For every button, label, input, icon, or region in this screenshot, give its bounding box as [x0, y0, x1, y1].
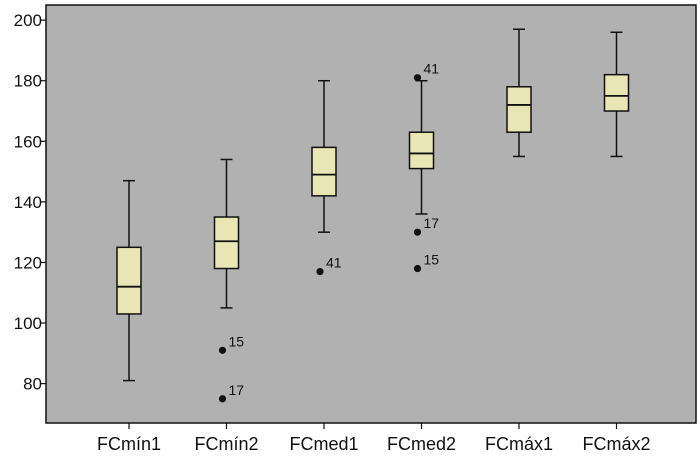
outlier-label: 15	[229, 333, 245, 349]
outlier-point	[413, 74, 422, 82]
iqr-box	[213, 216, 240, 270]
outlier-label: 15	[424, 252, 440, 268]
outlier-label: 17	[229, 382, 245, 398]
outlier-point	[413, 264, 422, 273]
plot-area	[45, 4, 697, 424]
x-axis: FCmín1 FCmín2 FCmed1 FCmed2 FCmáx1 FCmáx2	[97, 423, 651, 454]
iqr-box	[506, 86, 532, 133]
outlier-point	[218, 395, 227, 403]
y-tick-label: 140	[14, 193, 42, 212]
y-tick-label: 120	[14, 253, 42, 272]
x-category-label: FCmed1	[289, 434, 358, 454]
outlier-point	[218, 346, 227, 354]
y-tick-label: 180	[14, 72, 42, 91]
outlier-label: 17	[424, 215, 440, 231]
box-group: 41 17 15	[408, 61, 440, 273]
outlier-label: 41	[424, 61, 440, 77]
x-category-label: FCmín1	[97, 434, 161, 454]
box-group: 41	[311, 79, 342, 276]
iqr-box	[311, 146, 337, 197]
box-group	[506, 28, 532, 158]
iqr-box	[116, 246, 142, 315]
iqr-box	[408, 131, 435, 170]
box-group	[116, 179, 142, 382]
y-tick-label: 100	[14, 314, 42, 333]
x-category-label: FCmed2	[387, 434, 456, 454]
outlier-label: 41	[326, 255, 342, 271]
iqr-box	[603, 73, 630, 112]
box-group	[603, 31, 630, 158]
x-category-label: FCmáx1	[485, 434, 553, 454]
y-tick-label: 200	[14, 11, 42, 30]
y-tick-label: 160	[14, 132, 42, 151]
y-tick-label: 80	[23, 375, 42, 394]
outlier-point	[316, 267, 324, 276]
outlier-point	[413, 228, 422, 236]
x-category-label: FCmáx2	[582, 434, 650, 454]
y-axis: 80 100 120 140 160 180 200	[14, 11, 46, 394]
x-category-label: FCmín2	[194, 434, 258, 454]
